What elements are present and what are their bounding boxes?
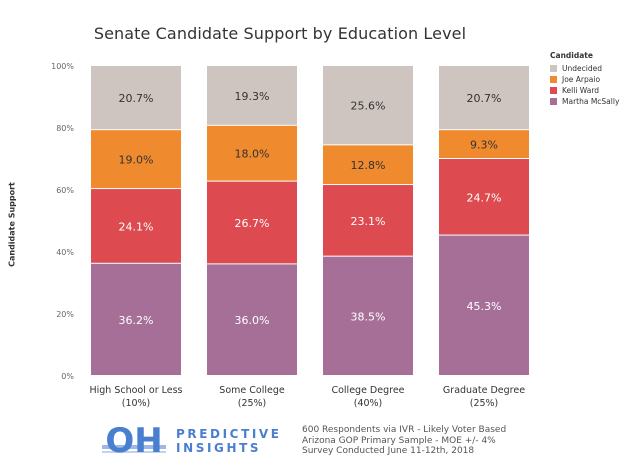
legend-item-joe-arpaio[interactable]: Joe Arpaio (550, 74, 619, 85)
x-category-label: College Degree (331, 385, 404, 396)
bar-kelli-ward-college-degree[interactable] (323, 185, 413, 256)
x-category-sublabel: (40%) (354, 398, 383, 409)
bar-joe-arpaio-some-college[interactable] (207, 125, 297, 181)
survey-footnote: 600 Respondents via IVR - Likely Voter B… (302, 425, 506, 457)
data-label: 36.2% (119, 314, 154, 327)
data-label: 24.1% (119, 220, 154, 233)
y-tick-label: 40% (56, 248, 74, 257)
logo-line-1: PREDICTIVE (176, 427, 282, 441)
stacked-bar-chart: 0% 20% 40% 60% 80% 100% 36.2% 24.1% 19.0% 20.7% Hi… (51, 62, 529, 409)
legend: Candidate Undecided Joe Arpaio Kelli War… (550, 51, 619, 107)
data-label: 20.7% (467, 92, 502, 105)
footnote-line-2: Arizona GOP Primary Sample - MOE +/- 4% (302, 435, 496, 446)
legend-label-kelli-ward: Kelli Ward (562, 86, 600, 95)
legend-swatch-joe-arpaio (550, 76, 557, 83)
legend-label-undecided: Undecided (562, 64, 602, 73)
bar-martha-mcsally-graduate-degree[interactable] (439, 235, 529, 375)
data-label: 38.5% (351, 310, 386, 323)
x-category-label: High School or Less (89, 385, 182, 396)
data-label: 19.3% (235, 90, 270, 103)
y-tick-label: 20% (56, 310, 74, 319)
y-tick-label: 60% (56, 186, 74, 195)
x-category-label: Some College (219, 385, 285, 396)
data-label: 12.8% (351, 159, 386, 172)
legend-swatch-kelli-ward (550, 87, 557, 94)
bar-undecided-high-school-or-less[interactable] (91, 66, 181, 130)
bar-joe-arpaio-graduate-degree[interactable] (439, 130, 529, 158)
data-label: 19.0% (119, 154, 154, 167)
y-tick-label: 0% (61, 372, 74, 381)
data-label: 18.0% (235, 148, 270, 161)
data-label: 26.7% (235, 217, 270, 230)
data-label: 45.3% (467, 300, 502, 313)
bar-joe-arpaio-college-degree[interactable] (323, 145, 413, 185)
predictive-insights-logo: OH PREDICTIVE INSIGHTS (102, 421, 282, 461)
bar-joe-arpaio-high-school-or-less[interactable] (91, 130, 181, 189)
legend-item-undecided[interactable]: Undecided (550, 63, 619, 74)
bar-martha-mcsally-some-college[interactable] (207, 264, 297, 375)
bar-kelli-ward-high-school-or-less[interactable] (91, 189, 181, 263)
legend-swatch-martha-mcsally (550, 98, 557, 105)
bar-undecided-graduate-degree[interactable] (439, 66, 529, 130)
y-tick-label: 80% (56, 124, 74, 133)
x-category-sublabel: (25%) (470, 398, 499, 409)
data-label: 24.7% (467, 191, 502, 204)
bar-undecided-some-college[interactable] (207, 66, 297, 125)
logo-line-2: INSIGHTS (176, 441, 262, 455)
logo-mark: OH (105, 421, 162, 461)
bar-kelli-ward-some-college[interactable] (207, 181, 297, 264)
legend-label-martha-mcsally: Martha McSally (562, 97, 620, 106)
x-category-label: Graduate Degree (443, 385, 525, 396)
data-label: 23.1% (351, 215, 386, 228)
bar-kelli-ward-graduate-degree[interactable] (439, 159, 529, 235)
x-category-sublabel: (25%) (238, 398, 267, 409)
legend-title: Candidate (550, 51, 593, 60)
y-tick-label: 100% (51, 62, 74, 71)
bar-undecided-college-degree[interactable] (323, 66, 413, 145)
data-label: 20.7% (119, 92, 154, 105)
chart-title: Senate Candidate Support by Education Le… (93, 24, 467, 43)
legend-swatch-undecided (550, 65, 557, 72)
bar-martha-mcsally-high-school-or-less[interactable] (91, 263, 181, 375)
oh-logo-icon: OH (102, 421, 166, 461)
legend-item-martha-mcsally[interactable]: Martha McSally (550, 96, 619, 107)
data-label: 9.3% (470, 139, 498, 152)
data-label: 36.0% (235, 314, 270, 327)
legend-item-kelli-ward[interactable]: Kelli Ward (550, 85, 619, 96)
x-category-sublabel: (10%) (122, 398, 151, 409)
bar-martha-mcsally-college-degree[interactable] (323, 256, 413, 375)
footnote-line-3: Survey Conducted June 11-12th, 2018 (302, 446, 475, 456)
footnote-line-1: 600 Respondents via IVR - Likely Voter B… (302, 425, 507, 435)
legend-label-joe-arpaio: Joe Arpaio (562, 75, 601, 84)
data-label: 25.6% (351, 100, 386, 113)
